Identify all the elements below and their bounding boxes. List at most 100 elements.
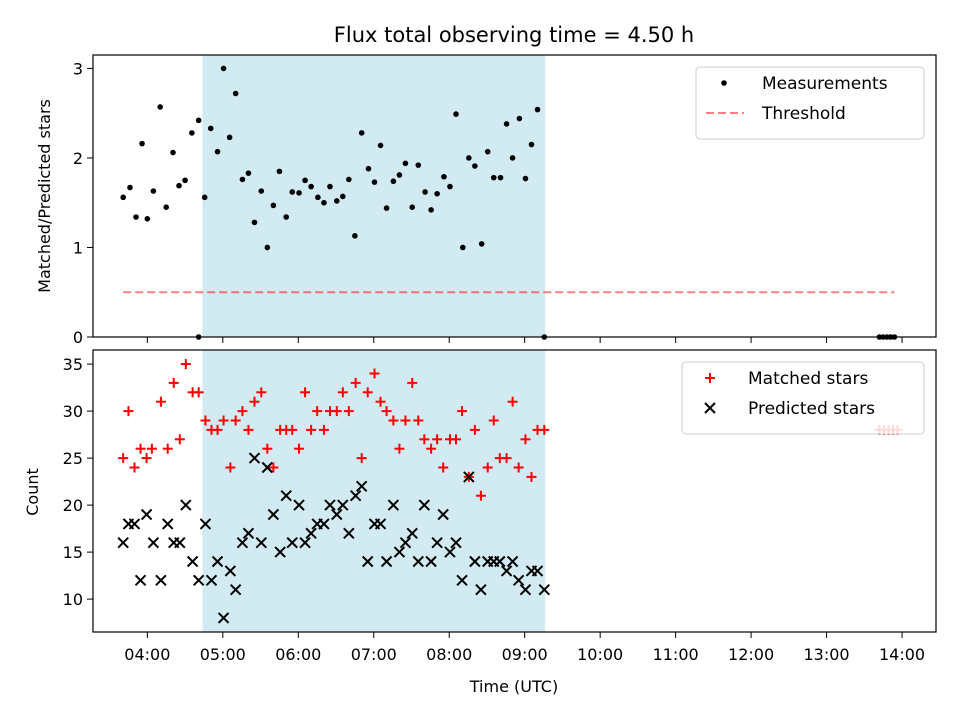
marker-stroke [255, 536, 268, 549]
measurement-point [214, 148, 221, 155]
matched-star-marker [294, 443, 305, 454]
predicted-star-marker [380, 555, 393, 568]
predicted-star-marker [186, 555, 199, 568]
marker-stroke [299, 536, 311, 549]
measurement-point [289, 189, 296, 195]
measurement-point [371, 179, 378, 185]
measurement-point [497, 174, 504, 181]
marker-stroke [155, 574, 167, 587]
matched-star-marker [331, 406, 342, 417]
x-tick-label: 09:00 [502, 645, 548, 664]
measurement-point [528, 141, 535, 148]
marker-stroke [399, 536, 412, 549]
marker-stroke [463, 471, 475, 483]
measurement-point [509, 155, 516, 161]
top-legend-box [695, 66, 925, 140]
measurement-point [207, 125, 214, 132]
predicted-star-marker [463, 471, 475, 483]
predicted-star-marker [337, 499, 349, 511]
measurement-point [315, 194, 321, 201]
matched-star-marker [135, 443, 146, 454]
predicted-star-marker [444, 546, 456, 558]
matched-star-marker [118, 453, 129, 464]
predicted-star-marker [236, 536, 249, 549]
matched-star-marker [180, 359, 191, 370]
x-tick-label: 12:00 [728, 645, 774, 664]
predicted-star-marker [211, 555, 224, 568]
measurement-point [157, 104, 163, 110]
predicted-star-marker [174, 536, 186, 549]
predicted-star-marker [192, 574, 205, 587]
bottom-y-tick-label: 30 [63, 402, 83, 421]
measurement-point [195, 117, 202, 124]
measurement-point [447, 183, 453, 190]
matched-star-marker [306, 424, 317, 435]
bottom-y-tick-label: 20 [63, 496, 83, 515]
marker-stroke [261, 461, 274, 474]
bottom-observing-window-span [202, 350, 546, 632]
marker-stroke [349, 489, 362, 502]
bottom-y-tick-label: 10 [63, 590, 83, 609]
matched-star-marker [513, 462, 524, 473]
matched-star-marker [337, 387, 348, 398]
predicted-star-marker [343, 527, 355, 540]
top-y-tick-label: 2 [73, 149, 83, 168]
predicted-star-marker [412, 555, 424, 568]
bottom-y-tick-label: 15 [63, 543, 83, 562]
measurement-point [296, 190, 302, 196]
measurement-point [170, 149, 176, 156]
matched-star-marker [451, 434, 462, 445]
matched-star-marker [526, 471, 537, 482]
predicted-star-marker [500, 565, 513, 577]
x-axis-label: Time (UTC) [469, 677, 558, 696]
predicted-star-marker [180, 499, 192, 511]
measurement-point [226, 134, 233, 141]
x-tick-label: 13:00 [804, 645, 850, 664]
measurement-point [144, 216, 151, 222]
predicted-star-marker [519, 583, 532, 596]
matched-star-marker [350, 377, 361, 388]
predicted-star-marker [128, 518, 141, 530]
legend-matched-handle [705, 373, 715, 383]
measurement-point [503, 121, 510, 127]
measurement-point [352, 233, 358, 239]
matched-star-marker [200, 415, 211, 426]
matched-star-marker [212, 424, 223, 435]
matched-star-marker [162, 443, 173, 454]
predicted-star-marker [248, 452, 261, 464]
matched-star-marker [237, 406, 248, 417]
matched-star-marker [388, 415, 399, 426]
marker-stroke [274, 546, 286, 558]
matched-star-marker [218, 415, 229, 426]
measurement-point [340, 193, 346, 200]
predicted-star-marker [242, 527, 255, 540]
matched-star-marker [501, 453, 512, 464]
predicted-star-marker [229, 583, 242, 596]
predicted-star-marker [224, 565, 237, 577]
legend-predicted-handle [704, 402, 716, 414]
bottom-legend: Matched stars Predicted stars [681, 361, 925, 435]
matched-star-marker [155, 396, 166, 407]
predicted-star-marker [374, 518, 387, 530]
measurement-point [276, 168, 283, 175]
marker-stroke [305, 527, 317, 540]
marker-stroke [248, 452, 261, 464]
measurement-point [150, 188, 157, 194]
measurement-point [383, 205, 390, 211]
marker-stroke [205, 574, 218, 587]
x-tick-label: 06:00 [275, 645, 321, 664]
x-tick-label: 05:00 [200, 645, 246, 664]
top-legend: Measurements Threshold [695, 66, 925, 140]
bottom-legend-box [681, 361, 925, 435]
measurement-point [120, 194, 126, 201]
marker-stroke [217, 612, 230, 624]
matched-star-marker [432, 434, 443, 445]
predicted-star-marker [399, 536, 412, 549]
x-tick-label: 07:00 [351, 645, 397, 664]
predicted-star-marker [331, 508, 343, 521]
bottom-series-1 [117, 452, 551, 624]
measurement-point [402, 160, 409, 167]
top-y-axis-label: Matched/Predicted stars [35, 99, 54, 293]
matched-star-marker [375, 396, 386, 407]
x-tick-label: 04:00 [124, 645, 170, 664]
